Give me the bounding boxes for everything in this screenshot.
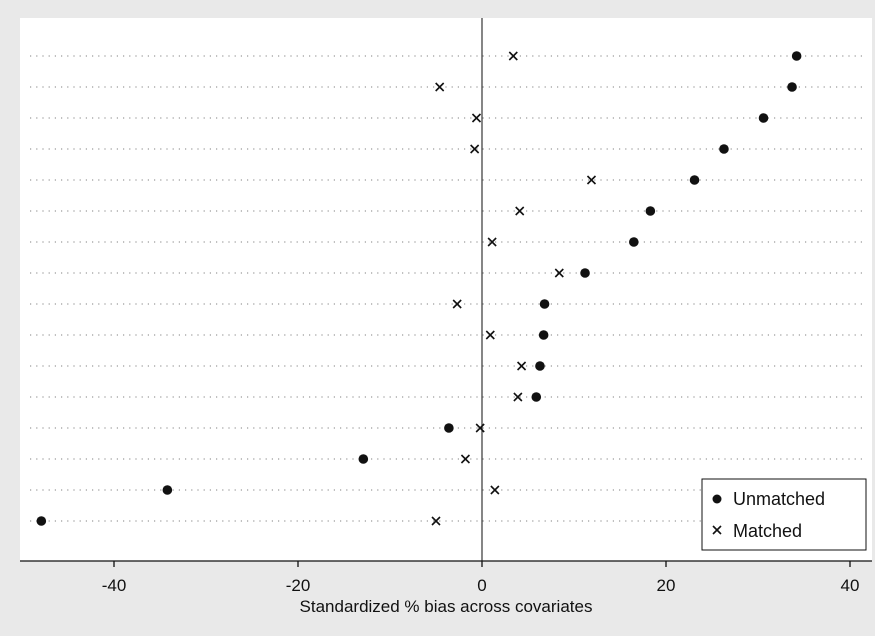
point-unmatched — [791, 51, 802, 61]
point-unmatched — [539, 299, 550, 309]
point-unmatched — [580, 268, 590, 278]
point-unmatched — [531, 392, 542, 402]
point-unmatched — [645, 206, 656, 216]
x-tick-label: -20 — [286, 576, 311, 595]
point-matched — [508, 51, 518, 61]
point-matched — [554, 268, 564, 278]
x-tick-label: -40 — [102, 576, 127, 595]
legend-marker-matched — [712, 525, 722, 535]
x-tick-label: 0 — [477, 576, 486, 595]
point-matched — [475, 423, 485, 433]
point-matched — [586, 175, 597, 185]
point-matched — [471, 113, 482, 123]
point-unmatched — [787, 82, 797, 92]
x-axis: -40 -20 0 20 40 — [20, 560, 872, 595]
point-unmatched — [538, 330, 549, 340]
point-matched — [460, 454, 471, 464]
point-matched — [516, 361, 527, 371]
point-unmatched — [629, 237, 639, 247]
x-tick-label: 40 — [841, 576, 860, 595]
legend-label-matched: Matched — [733, 521, 802, 541]
x-tick-label: 20 — [657, 576, 676, 595]
point-unmatched — [162, 485, 173, 495]
x-axis-title: Standardized % bias across covariates — [300, 597, 593, 616]
legend-label-unmatched: Unmatched — [733, 489, 825, 509]
plot-area — [20, 18, 872, 561]
point-unmatched — [689, 175, 700, 185]
point-unmatched — [36, 516, 47, 526]
legend-marker-unmatched — [712, 494, 722, 504]
legend: Unmatched Matched — [701, 478, 867, 551]
point-matched — [452, 299, 462, 309]
point-matched — [485, 330, 495, 340]
point-unmatched — [719, 144, 729, 154]
point-matched — [470, 144, 480, 154]
point-matched — [490, 485, 500, 495]
point-unmatched — [758, 113, 769, 123]
point-unmatched — [444, 423, 454, 433]
point-matched — [435, 82, 445, 92]
point-matched — [513, 392, 523, 402]
point-matched — [487, 237, 497, 247]
point-matched — [431, 516, 441, 526]
point-unmatched — [535, 361, 545, 371]
data-marks — [36, 51, 802, 526]
point-unmatched — [358, 454, 369, 464]
legend-box — [701, 478, 867, 551]
point-matched — [515, 206, 525, 216]
